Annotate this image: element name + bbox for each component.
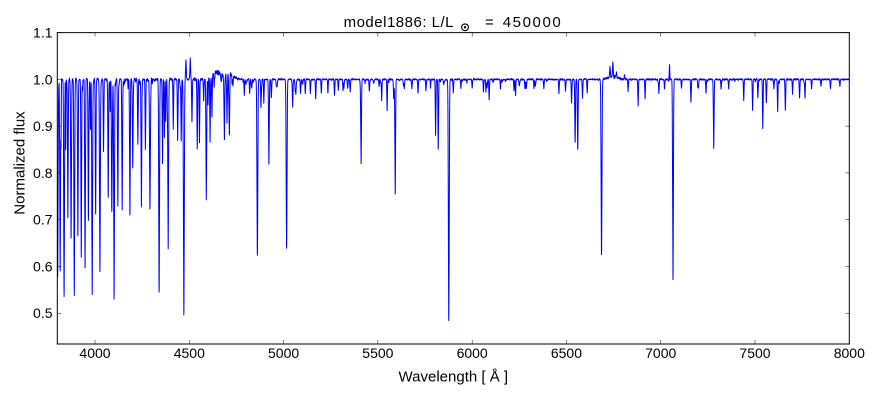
svg-text:450000: 450000 xyxy=(503,14,563,31)
svg-text:5500: 5500 xyxy=(362,345,393,361)
svg-text:4500: 4500 xyxy=(174,345,205,361)
svg-text:model1886: L/L: model1886: L/L xyxy=(344,14,454,31)
svg-text:8000: 8000 xyxy=(834,345,865,361)
svg-text:5000: 5000 xyxy=(268,345,299,361)
svg-text:0.9: 0.9 xyxy=(33,118,53,134)
svg-text:Wavelength [ Å ]: Wavelength [ Å ] xyxy=(399,369,509,386)
svg-text:=: = xyxy=(485,14,494,31)
svg-text:1.1: 1.1 xyxy=(33,25,53,41)
svg-text:4000: 4000 xyxy=(79,345,110,361)
svg-text:7000: 7000 xyxy=(645,345,676,361)
svg-text:0.5: 0.5 xyxy=(33,305,53,321)
svg-text:7500: 7500 xyxy=(739,345,770,361)
svg-text:0.6: 0.6 xyxy=(33,259,53,275)
svg-text:6500: 6500 xyxy=(551,345,582,361)
svg-text:6000: 6000 xyxy=(457,345,488,361)
svg-text:1.0: 1.0 xyxy=(33,71,53,87)
svg-text:0.7: 0.7 xyxy=(33,212,53,228)
svg-text:0.8: 0.8 xyxy=(33,165,53,181)
svg-text:Normalized flux: Normalized flux xyxy=(12,111,29,215)
